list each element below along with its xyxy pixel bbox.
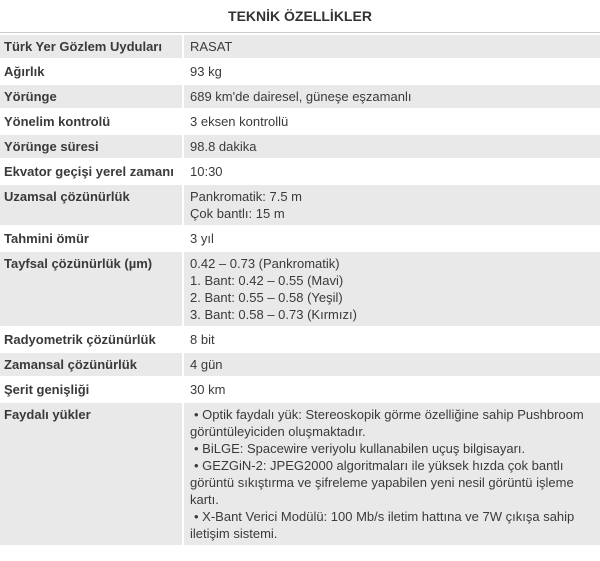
page-title: TEKNİK ÖZELLİKLER <box>228 8 372 24</box>
spec-label: Tahmini ömür <box>4 231 89 246</box>
spec-value: • Optik faydalı yük: Stereoskopik görme … <box>184 403 600 545</box>
value-line: 3 yıl <box>190 231 214 246</box>
table-row: Yörünge süresi 98.8 dakika <box>0 135 600 158</box>
spec-label: Zamansal çözünürlük <box>0 353 182 376</box>
spec-value: 10:30 <box>184 160 600 183</box>
spec-label: Ağırlık <box>4 64 45 79</box>
value-line: 0.42 – 0.73 (Pankromatik) <box>190 256 340 271</box>
spec-label: Türk Yer Gözlem Uyduları <box>0 35 182 58</box>
value-line: 93 kg <box>190 64 222 79</box>
bullet-item: • GEZGiN-2: JPEG2000 algoritmaları ile y… <box>190 458 574 507</box>
spec-value: 93 kg <box>184 60 600 83</box>
value-line: RASAT <box>190 39 233 54</box>
spec-label: Yönelim kontrolü <box>4 114 111 129</box>
spec-label: Yörünge <box>0 85 182 108</box>
value-line: Pankromatik: 7.5 m <box>190 189 302 204</box>
bullet-item: • X-Bant Verici Modülü: 100 Mb/s iletim … <box>190 509 575 541</box>
value-line: 98.8 dakika <box>190 139 257 154</box>
spec-label: Uzamsal çözünürlük <box>0 185 182 225</box>
table-row: Tahmini ömür 3 yıl <box>0 227 600 250</box>
spec-value: 3 yıl <box>184 227 600 250</box>
spec-label: Ekvator geçişi yerel zamanı <box>4 164 174 179</box>
table-row: Radyometrik çözünürlük 8 bit <box>0 328 600 351</box>
table-row: Yönelim kontrolü 3 eksen kontrollü <box>0 110 600 133</box>
technical-specs-page: TEKNİK ÖZELLİKLER Türk Yer Gözlem Uydula… <box>0 8 600 545</box>
bullet-item: • Optik faydalı yük: Stereoskopik görme … <box>190 407 584 439</box>
spec-value: 30 km <box>184 378 600 401</box>
table-row: Uzamsal çözünürlük Pankromatik: 7.5 m Çok … <box>0 185 600 225</box>
value-line: 10:30 <box>190 164 223 179</box>
spec-label: Faydalı yükler <box>0 403 182 545</box>
value-line: 3. Bant: 0.58 – 0.73 (Kırmızı) <box>190 307 357 322</box>
value-line: 8 bit <box>190 332 215 347</box>
table-row: Tayfsal çözünürlük (µm) 0.42 – 0.73 (Pank… <box>0 252 600 326</box>
spec-value: 8 bit <box>184 328 600 351</box>
value-line: 1. Bant: 0.42 – 0.55 (Mavi) <box>190 273 344 288</box>
value-line: Çok bantlı: 15 m <box>190 206 285 221</box>
spec-value: 4 gün <box>184 353 600 376</box>
value-line: 30 km <box>190 382 226 397</box>
spec-value: 0.42 – 0.73 (Pankromatik) 1. Bant: 0.42 –… <box>184 252 600 326</box>
spec-label: Radyometrik çözünürlük <box>4 332 156 347</box>
spec-label: Yörünge süresi <box>0 135 182 158</box>
value-line: 2. Bant: 0.55 – 0.58 (Yeşil) <box>190 290 343 305</box>
table-row: Ekvator geçişi yerel zamanı 10:30 <box>0 160 600 183</box>
table-row: Ağırlık 93 kg <box>0 60 600 83</box>
spec-value: 98.8 dakika <box>184 135 600 158</box>
table-row: Zamansal çözünürlük 4 gün <box>0 353 600 376</box>
spec-value: 689 km'de dairesel, güneşe eşzamanlı <box>184 85 600 108</box>
spec-value: Pankromatik: 7.5 m Çok bantlı: 15 m <box>184 185 600 225</box>
spec-value: 3 eksen kontrollü <box>184 110 600 133</box>
spec-label: Tayfsal çözünürlük (µm) <box>0 252 182 326</box>
table-top-border <box>0 32 600 33</box>
spec-value: RASAT <box>184 35 600 58</box>
table-row: Şerit genişliği 30 km <box>0 378 600 401</box>
value-line: 4 gün <box>190 357 223 372</box>
table-row: Türk Yer Gözlem Uyduları RASAT <box>0 35 600 58</box>
table-row: Faydalı yükler • Optik faydalı yük: Stere… <box>0 403 600 545</box>
value-line: 689 km'de dairesel, güneşe eşzamanlı <box>190 89 412 104</box>
table-row: Yörünge 689 km'de dairesel, güneşe eşzama… <box>0 85 600 108</box>
spec-label: Şerit genişliği <box>4 382 90 397</box>
value-line: 3 eksen kontrollü <box>190 114 289 129</box>
spec-table: Türk Yer Gözlem Uyduları RASAT Ağırlık 93 k… <box>0 35 600 545</box>
bullet-item: • BiLGE: Spacewire veriyolu kullanabilen… <box>194 441 526 456</box>
